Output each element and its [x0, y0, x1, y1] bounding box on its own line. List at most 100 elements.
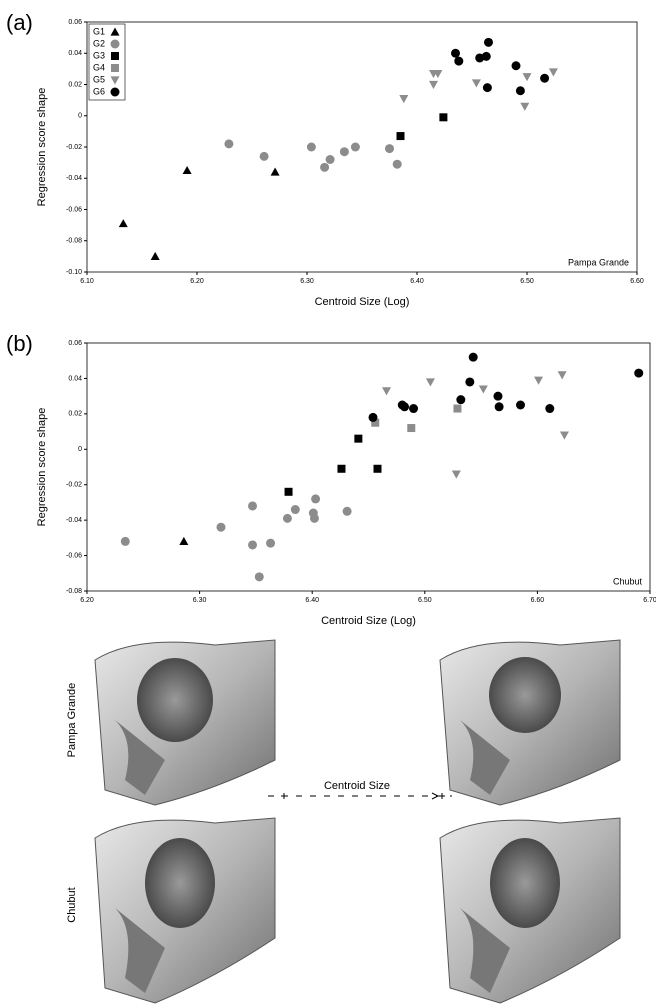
- x-tick-label: 6.60: [630, 278, 644, 285]
- point: [471, 79, 481, 88]
- panel-label: (b): [6, 331, 33, 356]
- point: [309, 513, 319, 523]
- y-tick-label: -0.06: [66, 552, 82, 559]
- x-tick-label: 6.30: [300, 278, 314, 285]
- point: [520, 102, 530, 111]
- point: [371, 418, 380, 427]
- point: [342, 506, 352, 516]
- x-tick-label: 6.60: [531, 597, 545, 604]
- x-tick-label: 6.40: [410, 278, 424, 285]
- legend-label: G4: [93, 62, 105, 72]
- skull-pampa-large: [439, 639, 621, 806]
- point: [516, 400, 526, 410]
- y-tick-label: 0.04: [68, 50, 82, 57]
- point: [429, 80, 438, 89]
- x-tick-label: 6.50: [520, 278, 534, 285]
- legend-marker: [110, 39, 120, 49]
- legend-box: [88, 23, 126, 101]
- skull-renderings: Pampa Grande Chubut Centroid Size: [66, 639, 621, 1004]
- point: [399, 94, 409, 104]
- point: [325, 155, 335, 164]
- point: [515, 86, 525, 96]
- row-label: Chubut: [66, 887, 78, 922]
- point: [559, 431, 569, 440]
- legend-marker: [110, 27, 120, 36]
- point: [311, 494, 321, 504]
- annotation: Chubut: [613, 576, 643, 586]
- legend-marker: [110, 87, 120, 97]
- row-label: Pampa Grande: [66, 683, 78, 758]
- point: [282, 513, 292, 523]
- point: [118, 219, 128, 228]
- point: [478, 385, 488, 394]
- point: [382, 387, 392, 396]
- point: [456, 395, 466, 405]
- point: [439, 113, 448, 122]
- point: [150, 251, 160, 260]
- point: [270, 167, 280, 176]
- y-tick-label: -0.04: [66, 517, 82, 524]
- y-tick-label: 0: [78, 446, 82, 453]
- point: [179, 536, 189, 545]
- y-tick-label: -0.02: [66, 144, 82, 151]
- size-axis-label: Centroid Size: [324, 780, 390, 792]
- point: [425, 378, 435, 387]
- point: [284, 487, 293, 496]
- point: [634, 368, 644, 378]
- y-tick-label: -0.06: [66, 206, 82, 213]
- x-axis-label: Centroid Size (Log): [321, 615, 416, 627]
- point: [540, 73, 550, 83]
- panel-label: (a): [6, 10, 33, 35]
- point: [407, 424, 416, 433]
- y-axis-label: Regression score shape: [36, 408, 48, 527]
- point: [290, 505, 300, 515]
- point: [396, 132, 405, 141]
- point: [216, 522, 226, 532]
- point: [409, 404, 419, 414]
- y-tick-label: -0.02: [66, 482, 82, 489]
- skull-chubut-large: [439, 817, 621, 1004]
- point: [248, 540, 258, 550]
- point: [534, 376, 544, 385]
- x-tick-label: 6.20: [80, 597, 94, 604]
- y-tick-label: -0.08: [66, 238, 82, 245]
- y-tick-label: 0.02: [68, 411, 82, 418]
- legend-label: G6: [93, 86, 105, 96]
- legend-marker: [111, 52, 119, 60]
- y-axis-label: Regression score shape: [36, 88, 48, 207]
- point: [224, 139, 234, 149]
- point: [545, 404, 555, 414]
- y-tick-label: -0.08: [66, 588, 82, 595]
- legend-label: G2: [93, 38, 105, 48]
- y-tick-label: 0: [78, 113, 82, 120]
- point: [482, 83, 492, 93]
- legend-label: G3: [93, 50, 105, 60]
- point: [120, 536, 130, 546]
- skull-pampa-small: [94, 639, 276, 806]
- point: [182, 165, 192, 175]
- x-tick-label: 6.10: [80, 278, 94, 285]
- legend-marker: [110, 76, 120, 85]
- point: [373, 464, 382, 473]
- y-tick-label: 0.04: [68, 375, 82, 382]
- point: [337, 464, 346, 473]
- skull-chubut-small: [94, 817, 276, 1004]
- point: [548, 68, 558, 77]
- point: [266, 538, 276, 548]
- size-axis-signs: [281, 792, 445, 800]
- point: [468, 352, 478, 362]
- point: [400, 402, 410, 412]
- point: [454, 56, 464, 66]
- point: [306, 142, 316, 152]
- y-tick-label: -0.04: [66, 175, 82, 182]
- point: [451, 48, 460, 58]
- point: [254, 572, 264, 582]
- point: [248, 501, 258, 511]
- point: [392, 159, 402, 169]
- annotation: Pampa Grande: [568, 257, 629, 267]
- point: [354, 434, 363, 443]
- x-tick-label: 6.70: [643, 597, 656, 604]
- x-tick-label: 6.20: [190, 278, 204, 285]
- point: [368, 412, 378, 422]
